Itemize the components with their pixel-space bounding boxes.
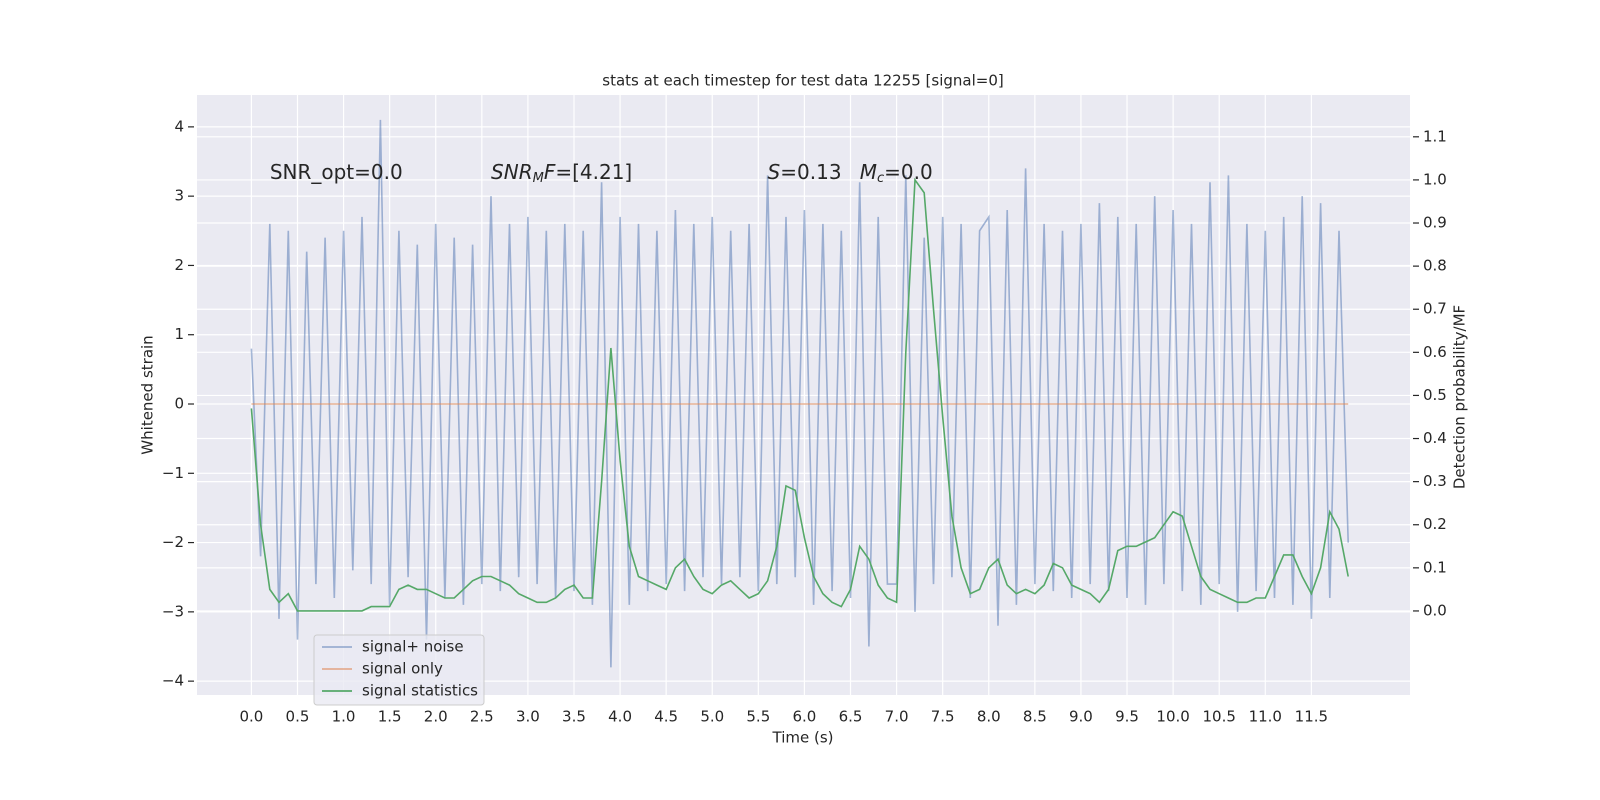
annotation: Mc=0.0 <box>860 160 933 186</box>
annotation-part: F <box>544 160 556 184</box>
y-tick-label: 2 <box>174 256 184 274</box>
annotation: S=0.13 <box>768 160 842 184</box>
x-tick-label: 6.5 <box>839 708 863 726</box>
y2-axis-label: Detection probability/MF <box>1451 305 1469 489</box>
x-tick-label: 0.0 <box>239 708 263 726</box>
y-tick-label: 1 <box>174 325 184 343</box>
y2-tick-label: 0.3 <box>1423 472 1447 490</box>
y-tick-label: 0 <box>174 395 184 413</box>
y2-tick-label: 0.8 <box>1423 257 1447 275</box>
x-tick-label: 9.5 <box>1115 708 1139 726</box>
annotation-part: M <box>860 160 877 184</box>
y-tick-label: −3 <box>162 602 184 620</box>
y-tick-label: −2 <box>162 533 184 551</box>
x-tick-label: 4.0 <box>608 708 632 726</box>
annotation-part: =[4.21] <box>555 160 632 184</box>
x-tick-label: 11.0 <box>1249 708 1282 726</box>
x-tick-label: 0.5 <box>286 708 310 726</box>
annotation: SNRMF=[4.21] <box>491 160 632 186</box>
x-tick-label: 11.5 <box>1295 708 1328 726</box>
marks <box>250 119 1349 668</box>
y2-tick-label: 0.0 <box>1423 601 1447 619</box>
x-tick-label: 1.5 <box>378 708 402 726</box>
annotation-part: =0.13 <box>780 160 841 184</box>
x-tick-label: 2.5 <box>470 708 494 726</box>
x-tick-label: 7.5 <box>931 708 955 726</box>
legend-label: signal only <box>362 660 443 678</box>
x-tick-label: 3.0 <box>516 708 540 726</box>
x-axis-label: Time (s) <box>772 729 834 747</box>
y2-tick-label: 0.6 <box>1423 343 1447 361</box>
x-tick-label: 8.5 <box>1023 708 1047 726</box>
legend: signal+ noise signal only signal statistic… <box>313 634 485 706</box>
y-tick-label: −4 <box>162 672 184 690</box>
y2-tick-label: 1.0 <box>1423 170 1447 188</box>
legend-label: signal statistics <box>362 682 478 700</box>
y-tick-label: −1 <box>162 464 184 482</box>
x-tick-label: 8.0 <box>977 708 1001 726</box>
x-tick-label: 9.0 <box>1069 708 1093 726</box>
y2-tick-label: 0.5 <box>1423 386 1447 404</box>
y-axis-label: Whitened strain <box>139 335 157 454</box>
x-tick-label: 10.0 <box>1156 708 1189 726</box>
y2-tick-label: 0.2 <box>1423 515 1447 533</box>
annotation-part: M <box>533 171 544 186</box>
y2-tick-label: 1.1 <box>1423 127 1447 145</box>
legend-label: signal+ noise <box>362 638 464 656</box>
chart-title: stats at each timestep for test data 122… <box>602 72 1003 90</box>
annotation-part: SNR <box>491 160 533 184</box>
legend-box <box>313 634 485 706</box>
x-tick-label: 5.5 <box>746 708 770 726</box>
annotation: SNR_opt=0.0 <box>270 160 403 184</box>
annotation-part: SNR_opt=0.0 <box>270 160 403 184</box>
y2-tick-label: 0.7 <box>1423 300 1447 318</box>
x-tick-label: 7.0 <box>885 708 909 726</box>
x-tick-label: 2.0 <box>424 708 448 726</box>
y2-tick-label: 0.9 <box>1423 214 1447 232</box>
x-tick-label: 10.5 <box>1202 708 1235 726</box>
x-tick-label: 4.5 <box>654 708 678 726</box>
x-tick-label: 3.5 <box>562 708 586 726</box>
y-tick-label: 3 <box>174 187 184 205</box>
x-tick-label: 5.0 <box>700 708 724 726</box>
y2-tick-label: 0.4 <box>1423 429 1447 447</box>
series-line <box>250 177 1349 612</box>
x-tick-label: 1.0 <box>332 708 356 726</box>
labels: 0.0 0.5 1.0 1.5 2.0 2.5 3.0 3.5 4.0 4.5 5.0 5.5 6.0 6… <box>162 117 1447 725</box>
x-tick-label: 6.0 <box>792 708 816 726</box>
annotation-part: =0.0 <box>884 160 933 184</box>
annotation-part: c <box>877 171 884 186</box>
y2-tick-label: 0.1 <box>1423 558 1447 576</box>
annotation-part: S <box>768 160 781 184</box>
y-tick-label: 4 <box>174 117 184 135</box>
